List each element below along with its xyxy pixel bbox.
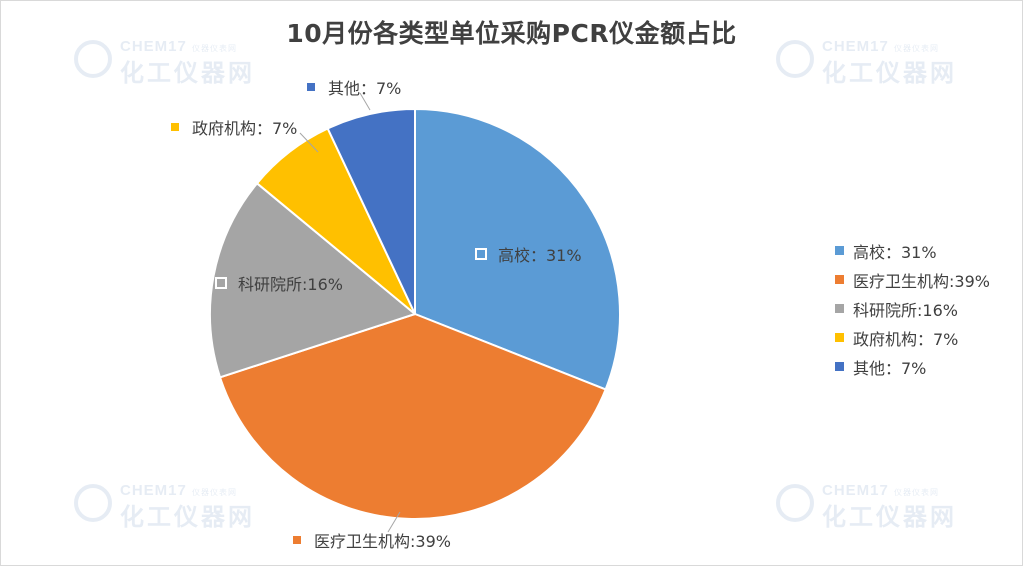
pie-slice-gaoxiao: [414, 107, 621, 391]
legend-item-yiliao: 医疗卫生机构:39%: [835, 265, 990, 294]
legend-swatch: [835, 333, 844, 342]
legend-swatch: [835, 275, 844, 284]
legend-item-qita: 其他：7%: [835, 352, 990, 381]
pie-slice-keyan: [209, 181, 418, 379]
legend-swatch: [835, 304, 844, 313]
data-label-marker: [215, 277, 227, 289]
watermark: CHEM17 仪器仪表网 化工仪器网: [74, 482, 255, 532]
legend-label: 医疗卫生机构:39%: [853, 271, 990, 291]
watermark-logo-icon: [74, 40, 112, 78]
watermark-logo-icon: [776, 40, 814, 78]
watermark-logo-icon: [74, 484, 112, 522]
legend-swatch: [835, 246, 844, 255]
legend-label: 其他：7%: [853, 358, 927, 378]
data-label-qita: 其他：7%: [328, 79, 401, 98]
data-label-keyan: 科研院所:16%: [238, 275, 343, 294]
chart-title: 10月份各类型单位采购PCR仪金额占比: [286, 19, 737, 48]
data-label-marker: [307, 83, 315, 91]
data-label-zhengfu: 政府机构：7%: [192, 119, 297, 138]
legend-label: 科研院所:16%: [853, 300, 958, 320]
data-label-yiliao: 医疗卫生机构:39%: [314, 532, 451, 551]
watermark: CHEM17 仪器仪表网 化工仪器网: [776, 482, 957, 532]
watermark: CHEM17 仪器仪表网 化工仪器网: [74, 38, 255, 88]
legend-item-gaoxiao: 高校：31%: [835, 236, 990, 265]
data-label-marker: [293, 536, 301, 544]
legend: 高校：31% 医疗卫生机构:39% 科研院所:16% 政府机构：7% 其他：7%: [835, 236, 990, 381]
legend-item-zhengfu: 政府机构：7%: [835, 323, 990, 352]
leader-line: [299, 132, 319, 153]
legend-label: 政府机构：7%: [853, 329, 959, 349]
legend-swatch: [835, 362, 844, 371]
pie-slice-yiliao: [218, 312, 607, 520]
data-label-marker: [171, 123, 179, 131]
watermark-logo-icon: [776, 484, 814, 522]
leader-line: [387, 511, 401, 533]
legend-label: 高校：31%: [853, 242, 937, 262]
pie-slice-qita: [326, 107, 416, 315]
data-label-marker: [475, 248, 487, 260]
legend-item-keyan: 科研院所:16%: [835, 294, 990, 323]
leader-line: [359, 92, 371, 111]
data-label-gaoxiao: 高校：31%: [498, 246, 582, 265]
watermark: CHEM17 仪器仪表网 化工仪器网: [776, 38, 957, 88]
